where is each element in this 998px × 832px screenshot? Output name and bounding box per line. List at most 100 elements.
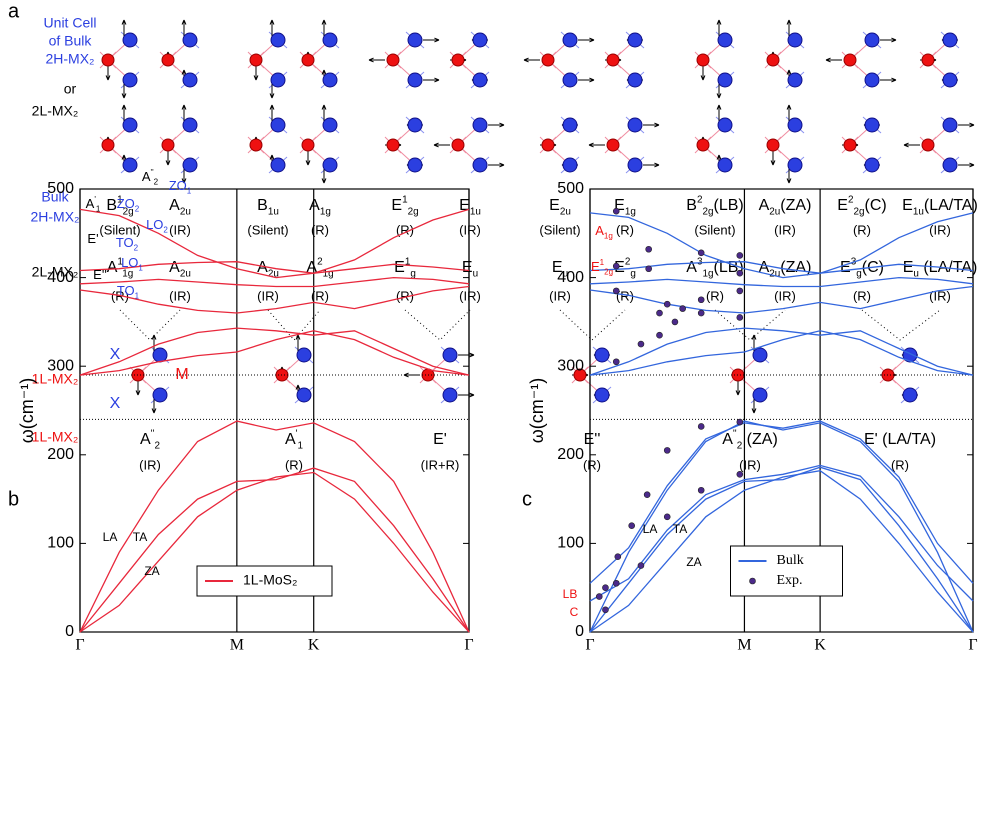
math-label: B1u bbox=[257, 197, 279, 217]
math-label: A''2 (ZA) bbox=[722, 428, 778, 451]
math-label: ZA bbox=[144, 564, 159, 578]
chalcogen-atom bbox=[183, 158, 197, 172]
exp-point bbox=[672, 319, 678, 325]
row-label: 2L-MX₂ bbox=[32, 103, 79, 119]
label-sub: 1g bbox=[702, 268, 713, 279]
activity: (IR) bbox=[459, 222, 481, 237]
legend-label: 1L-MoS₂ bbox=[243, 572, 297, 588]
chalcogen-atom bbox=[943, 33, 957, 47]
metal-atom bbox=[922, 139, 934, 151]
metal-atom bbox=[302, 54, 314, 66]
y-axis-label: ω(cm⁻¹) bbox=[527, 378, 547, 444]
chalcogen-atom bbox=[323, 158, 337, 172]
chalcogen-atom bbox=[718, 73, 732, 87]
metal-atom bbox=[387, 139, 399, 151]
chalcogen-atom bbox=[788, 118, 802, 132]
math-label: E' (LA/TA) bbox=[864, 431, 936, 448]
label-sub: 2u bbox=[769, 268, 780, 279]
metal-atom bbox=[767, 139, 779, 151]
math-label: ZO2 bbox=[117, 196, 140, 213]
chalcogen-atom bbox=[943, 118, 957, 132]
label-sub: 2 bbox=[134, 244, 139, 253]
chalcogen-atom bbox=[718, 118, 732, 132]
exp-point bbox=[629, 523, 635, 529]
exp-point bbox=[596, 594, 602, 600]
label-sub: 2g bbox=[853, 206, 864, 217]
exp-point bbox=[613, 208, 619, 214]
legend-label: Exp. bbox=[777, 573, 803, 588]
math-label: A2u(ZA) bbox=[759, 197, 812, 217]
label-sub: 1 bbox=[138, 264, 143, 273]
activity: (IR) bbox=[549, 288, 571, 303]
activity: (IR) bbox=[739, 457, 761, 472]
label-sup: '' bbox=[151, 428, 155, 439]
metal-atom bbox=[607, 54, 619, 66]
label-sub: 2 bbox=[154, 178, 159, 187]
activity: (R) bbox=[285, 457, 303, 472]
chalcogen-atom bbox=[943, 73, 957, 87]
chalcogen-atom bbox=[628, 73, 642, 87]
math-label: E'' bbox=[93, 267, 107, 282]
atom-label: X bbox=[110, 395, 121, 412]
y-tick-label: 400 bbox=[557, 269, 584, 286]
chalcogen-atom bbox=[628, 33, 642, 47]
exp-point bbox=[737, 252, 743, 258]
label-base: E'' bbox=[93, 267, 107, 282]
chalcogen-atom bbox=[943, 158, 957, 172]
label-sup: '' bbox=[151, 168, 155, 177]
exp-point bbox=[613, 580, 619, 586]
label-base: A bbox=[169, 259, 180, 276]
math-label: LA bbox=[643, 522, 658, 536]
label-base: E' bbox=[864, 431, 878, 448]
correlation-line bbox=[120, 310, 180, 340]
label-base: E bbox=[391, 197, 402, 214]
activity: (IR) bbox=[774, 288, 796, 303]
label-base: E'' bbox=[584, 431, 601, 448]
exp-point bbox=[698, 423, 704, 429]
figure: a b c Unit Cellof Bulk2H-MX₂or2L-MX₂Bulk… bbox=[0, 0, 998, 827]
label-sub: 1u bbox=[268, 206, 279, 217]
label-base: A bbox=[285, 431, 296, 448]
label-sub: 1 bbox=[96, 205, 101, 214]
exp-point bbox=[656, 332, 662, 338]
label-base: E' bbox=[87, 231, 98, 246]
label-base: A bbox=[722, 431, 733, 448]
chalcogen-atom bbox=[473, 158, 487, 172]
y-tick-label: 200 bbox=[557, 446, 584, 463]
activity: (R) bbox=[853, 222, 871, 237]
exp-point bbox=[602, 585, 608, 591]
chalcogen-atom bbox=[443, 388, 457, 402]
chalcogen-atom bbox=[473, 73, 487, 87]
exp-point bbox=[698, 250, 704, 256]
math-label: E2u bbox=[549, 197, 571, 217]
label-base: A bbox=[686, 259, 697, 276]
chalcogen-atom bbox=[443, 348, 457, 362]
exp-point bbox=[602, 607, 608, 613]
chalcogen-atom bbox=[408, 158, 422, 172]
dispersion-branch bbox=[80, 468, 469, 632]
label-sub: 2g bbox=[408, 206, 419, 217]
exp-point bbox=[664, 301, 670, 307]
math-label: LA bbox=[103, 530, 118, 544]
activity: (IR+R) bbox=[421, 457, 460, 472]
dispersion-branch bbox=[590, 278, 973, 287]
exp-point bbox=[680, 306, 686, 312]
row-label: or bbox=[64, 81, 77, 97]
chalcogen-atom bbox=[271, 73, 285, 87]
metal-atom bbox=[922, 54, 934, 66]
label-base: B bbox=[106, 197, 117, 214]
label-base: LO bbox=[121, 255, 138, 270]
chalcogen-atom bbox=[183, 73, 197, 87]
metal-atom bbox=[250, 139, 262, 151]
label-base: TO bbox=[117, 283, 135, 298]
metal-atom bbox=[697, 54, 709, 66]
activity: (R) bbox=[706, 288, 724, 303]
label-sup: ' bbox=[296, 428, 298, 439]
activity: (R) bbox=[616, 222, 634, 237]
chalcogen-atom bbox=[865, 158, 879, 172]
y-tick-label: 500 bbox=[557, 180, 584, 197]
exp-point bbox=[646, 266, 652, 272]
exp-point bbox=[737, 288, 743, 294]
activity: (IR) bbox=[774, 222, 796, 237]
x-tick-label: Γ bbox=[75, 637, 84, 654]
